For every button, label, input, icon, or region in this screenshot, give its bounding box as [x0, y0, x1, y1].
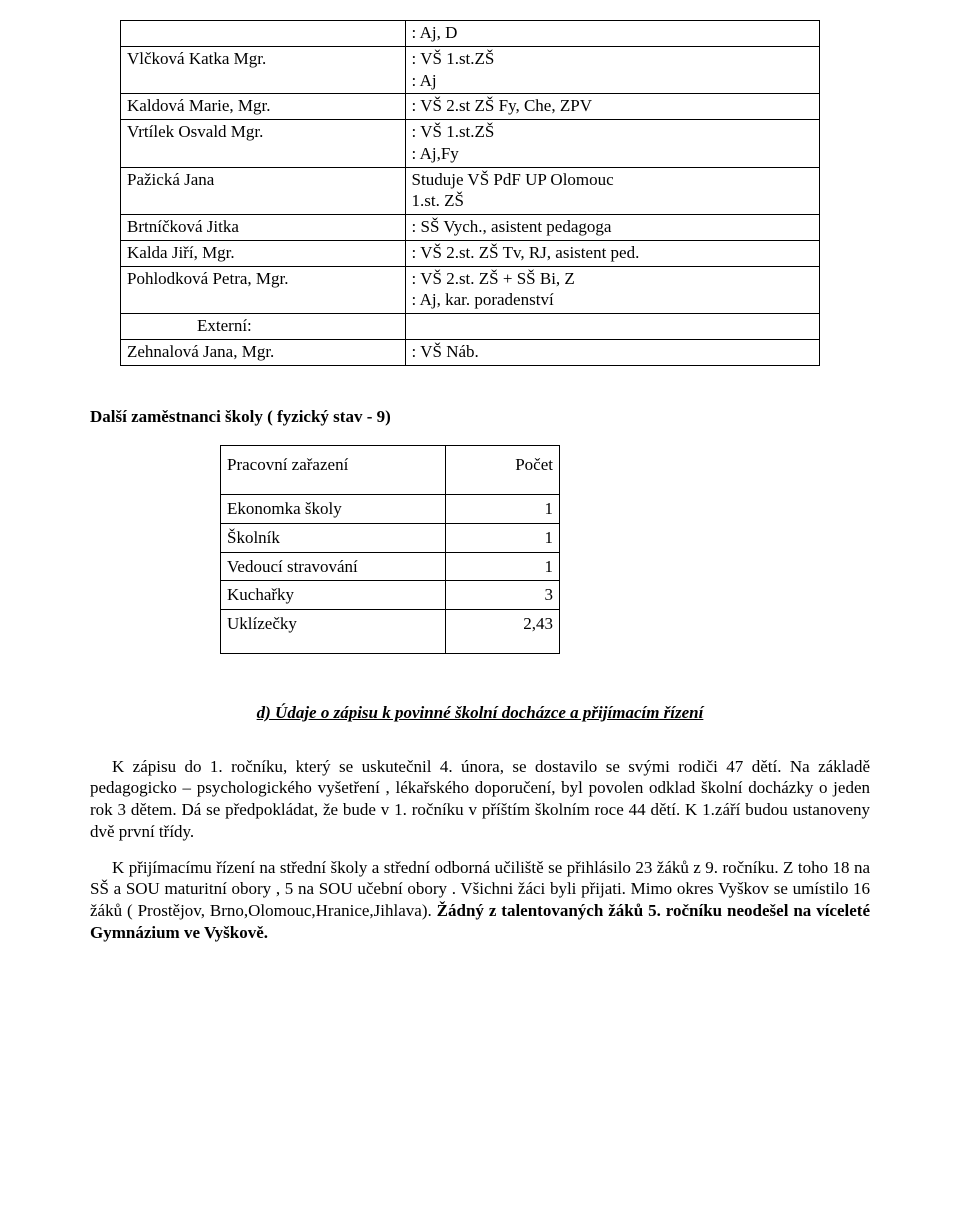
staff-detail-cell [405, 314, 819, 340]
staff-detail-cell: : VŠ 2.st. ZŠ + SŠ Bi, Z: Aj, kar. porad… [405, 266, 819, 314]
count-row: Vedoucí stravování1 [221, 552, 560, 581]
staff-row: : Aj, D [121, 21, 820, 47]
count-value: 1 [445, 523, 559, 552]
staff-detail-cell: : VŠ 2.st ZŠ Fy, Che, ZPV [405, 94, 819, 120]
count-value: 1 [445, 495, 559, 524]
count-label: Kuchařky [221, 581, 446, 610]
staff-detail-cell: Studuje VŠ PdF UP Olomouc1.st. ZŠ [405, 167, 819, 215]
staff-name-cell: Pohlodková Petra, Mgr. [121, 266, 406, 314]
count-row: Uklízečky2,43 [221, 610, 560, 654]
staff-row: Pažická JanaStuduje VŠ PdF UP Olomouc1.s… [121, 167, 820, 215]
staff-detail-cell: : Aj, D [405, 21, 819, 47]
page: : Aj, DVlčková Katka Mgr.: VŠ 1.st.ZŠ: A… [0, 0, 960, 1231]
staff-table: : Aj, DVlčková Katka Mgr.: VŠ 1.st.ZŠ: A… [120, 20, 820, 366]
staff-row: Externí: [121, 314, 820, 340]
count-header-num: Počet [445, 446, 559, 495]
staff-detail-cell: : VŠ Náb. [405, 339, 819, 365]
count-label: Ekonomka školy [221, 495, 446, 524]
count-value: 3 [445, 581, 559, 610]
count-row: Kuchařky3 [221, 581, 560, 610]
count-row: Školník1 [221, 523, 560, 552]
staff-name-cell [121, 21, 406, 47]
count-header-label: Pracovní zařazení [221, 446, 446, 495]
staff-row: Kaldová Marie, Mgr.: VŠ 2.st ZŠ Fy, Che,… [121, 94, 820, 120]
staff-name-cell: Externí: [121, 314, 406, 340]
staff-name-cell: Kalda Jiří, Mgr. [121, 240, 406, 266]
staff-name-cell: Vlčková Katka Mgr. [121, 46, 406, 94]
staff-row: Vrtílek Osvald Mgr.: VŠ 1.st.ZŠ: Aj,Fy [121, 120, 820, 168]
staff-name-cell: Pažická Jana [121, 167, 406, 215]
staff-name-cell: Vrtílek Osvald Mgr. [121, 120, 406, 168]
staff-row: Zehnalová Jana, Mgr.: VŠ Náb. [121, 339, 820, 365]
count-row: Ekonomka školy1 [221, 495, 560, 524]
staff-detail-cell: : VŠ 1.st.ZŠ: Aj [405, 46, 819, 94]
staff-detail-cell: : VŠ 1.st.ZŠ: Aj,Fy [405, 120, 819, 168]
count-label: Školník [221, 523, 446, 552]
staff-name-cell: Brtníčková Jitka [121, 215, 406, 241]
staff-detail-cell: : SŠ Vych., asistent pedagoga [405, 215, 819, 241]
staff-name-cell: Zehnalová Jana, Mgr. [121, 339, 406, 365]
count-label: Vedoucí stravování [221, 552, 446, 581]
count-table: Pracovní zařazeníPočetEkonomka školy1Ško… [220, 445, 560, 654]
paragraph-2: K přijímacímu řízení na střední školy a … [90, 857, 870, 944]
count-header-row: Pracovní zařazeníPočet [221, 446, 560, 495]
staff-row: Vlčková Katka Mgr.: VŠ 1.st.ZŠ: Aj [121, 46, 820, 94]
section-other-staff-title: Další zaměstnanci školy ( fyzický stav -… [90, 406, 870, 428]
subsection-d-heading: d) Údaje o zápisu k povinné školní dochá… [90, 702, 870, 724]
staff-name-cell: Kaldová Marie, Mgr. [121, 94, 406, 120]
count-label: Uklízečky [221, 610, 446, 654]
paragraph-1: K zápisu do 1. ročníku, který se uskuteč… [90, 756, 870, 843]
staff-row: Pohlodková Petra, Mgr.: VŠ 2.st. ZŠ + SŠ… [121, 266, 820, 314]
count-value: 1 [445, 552, 559, 581]
staff-row: Brtníčková Jitka: SŠ Vych., asistent ped… [121, 215, 820, 241]
staff-detail-cell: : VŠ 2.st. ZŠ Tv, RJ, asistent ped. [405, 240, 819, 266]
count-value: 2,43 [445, 610, 559, 654]
staff-row: Kalda Jiří, Mgr.: VŠ 2.st. ZŠ Tv, RJ, as… [121, 240, 820, 266]
